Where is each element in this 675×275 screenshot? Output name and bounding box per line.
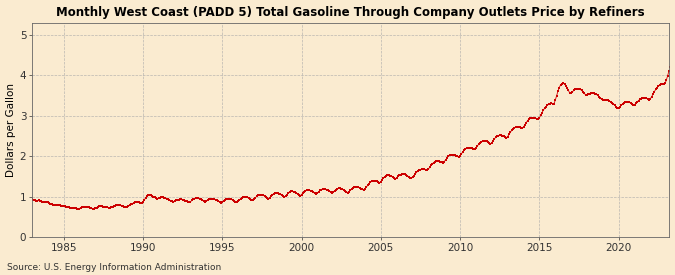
Text: Source: U.S. Energy Information Administration: Source: U.S. Energy Information Administ… — [7, 263, 221, 272]
Title: Monthly West Coast (PADD 5) Total Gasoline Through Company Outlets Price by Refi: Monthly West Coast (PADD 5) Total Gasoli… — [56, 6, 645, 18]
Y-axis label: Dollars per Gallon: Dollars per Gallon — [5, 83, 16, 177]
